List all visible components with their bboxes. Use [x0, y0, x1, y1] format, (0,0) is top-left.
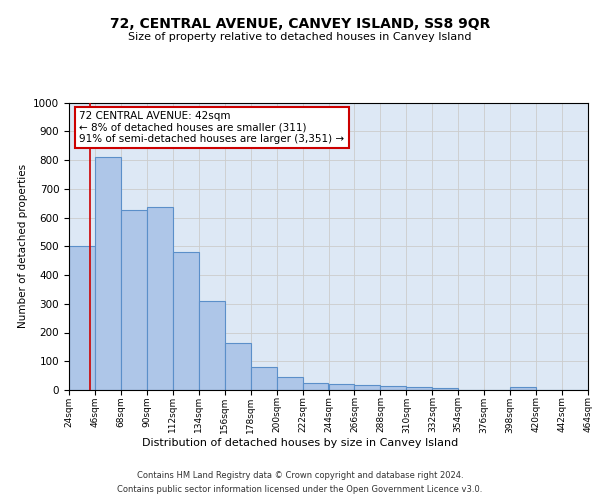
Bar	[355, 385, 380, 390]
Text: 72, CENTRAL AVENUE, CANVEY ISLAND, SS8 9QR: 72, CENTRAL AVENUE, CANVEY ISLAND, SS8 9…	[110, 18, 490, 32]
Text: Size of property relative to detached houses in Canvey Island: Size of property relative to detached ho…	[128, 32, 472, 42]
Bar	[406, 388, 432, 390]
Bar	[380, 386, 406, 390]
Bar	[224, 344, 251, 390]
Text: Contains public sector information licensed under the Open Government Licence v3: Contains public sector information licen…	[118, 486, 482, 494]
Bar	[95, 157, 121, 390]
Bar	[510, 387, 536, 390]
Bar	[173, 252, 199, 390]
Bar	[69, 246, 95, 390]
Bar	[329, 384, 355, 390]
Bar	[199, 301, 224, 390]
Bar	[432, 388, 458, 390]
Bar	[277, 377, 302, 390]
Y-axis label: Number of detached properties: Number of detached properties	[17, 164, 28, 328]
Text: Distribution of detached houses by size in Canvey Island: Distribution of detached houses by size …	[142, 438, 458, 448]
Bar	[121, 210, 147, 390]
Bar	[147, 208, 173, 390]
Text: Contains HM Land Registry data © Crown copyright and database right 2024.: Contains HM Land Registry data © Crown c…	[137, 472, 463, 480]
Bar	[251, 367, 277, 390]
Bar	[302, 383, 329, 390]
Text: 72 CENTRAL AVENUE: 42sqm
← 8% of detached houses are smaller (311)
91% of semi-d: 72 CENTRAL AVENUE: 42sqm ← 8% of detache…	[79, 111, 344, 144]
